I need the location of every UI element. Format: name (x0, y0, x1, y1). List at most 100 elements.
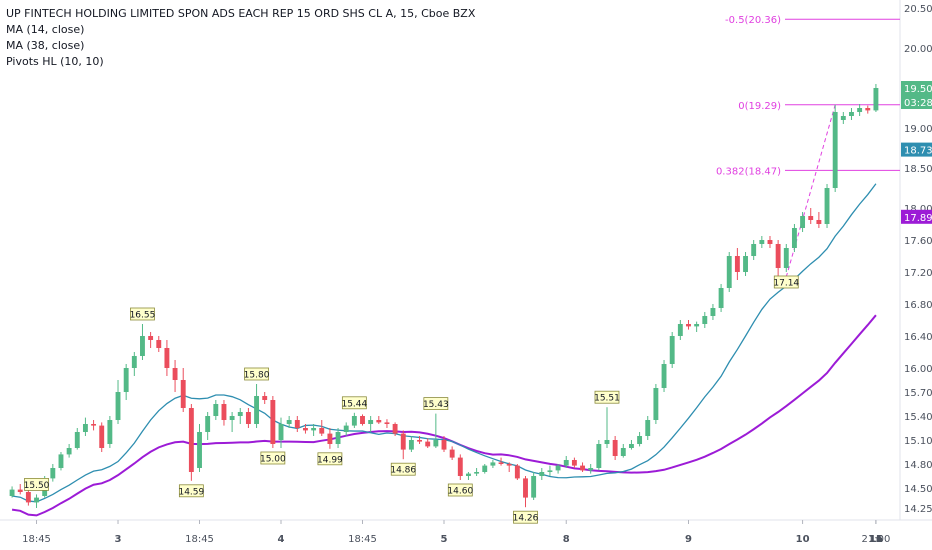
time-tick: 16 (869, 534, 883, 545)
symbol-title[interactable]: UP FINTECH HOLDING LIMITED SPON ADS EACH… (6, 7, 476, 20)
candle-body (498, 462, 504, 464)
candle-body (107, 420, 113, 444)
price-tick: 15.40 (904, 412, 932, 423)
candle (580, 462, 585, 472)
candle (254, 384, 260, 428)
candle (628, 440, 634, 450)
candle (433, 413, 439, 448)
candle-body (645, 420, 651, 436)
pivot-box (178, 484, 204, 498)
candle (531, 472, 537, 500)
candle-body (718, 288, 724, 308)
price-badges: 19.50 03:28 18.73 17.89 (901, 81, 932, 224)
candle (343, 422, 349, 436)
candle (726, 252, 732, 292)
candle (425, 438, 431, 448)
candle (237, 408, 243, 424)
candle (669, 332, 675, 368)
candle (58, 452, 64, 471)
candle (50, 464, 56, 482)
candle-body (164, 348, 170, 368)
time-tick: 5 (441, 534, 448, 545)
candle-body (408, 440, 414, 450)
candle (9, 486, 15, 498)
candle-body (140, 336, 145, 356)
candle (702, 312, 708, 328)
candle (262, 392, 268, 404)
candle (17, 484, 23, 495)
pivot-text: 15.44 (341, 399, 367, 409)
price-tick: 15.10 (904, 436, 932, 447)
candle-body (588, 468, 594, 471)
candle-body (335, 432, 341, 444)
time-tick: 3 (115, 534, 122, 545)
candle-body (743, 256, 748, 272)
candle-body (539, 472, 545, 476)
candle (514, 464, 520, 480)
candle-body (148, 336, 154, 340)
candle-body (286, 420, 292, 424)
candle (743, 252, 748, 276)
candle-body (392, 424, 398, 434)
candle (197, 424, 202, 472)
pivot-box (594, 390, 620, 404)
ma14-legend[interactable]: MA (14, close) (6, 23, 85, 36)
candle (180, 368, 186, 412)
candle (449, 446, 455, 460)
price-tick: 14.50 (904, 484, 932, 495)
fib-label: -0.5(20.36) (725, 15, 781, 26)
candle (506, 462, 512, 472)
time-tick: 11 (869, 534, 883, 545)
candle (25, 488, 31, 506)
candle (270, 396, 276, 448)
price-tick: 16.00 (904, 364, 932, 375)
price-tick: 20.00 (904, 44, 932, 55)
candle-body (425, 441, 431, 447)
candle-body (237, 412, 243, 416)
price-tick: 14.80 (904, 460, 932, 471)
candle (523, 476, 528, 508)
candle (840, 112, 846, 124)
candle (408, 436, 414, 452)
candle-body (457, 457, 463, 476)
candle (441, 436, 447, 452)
candle-body (816, 220, 822, 224)
candle-body (270, 400, 276, 444)
pivots-legend[interactable]: Pivots HL (10, 10) (6, 55, 104, 68)
candle-body (580, 465, 585, 471)
candle (482, 464, 488, 474)
price-tick: 19.00 (904, 124, 932, 135)
candle (303, 424, 308, 434)
candle (319, 420, 325, 436)
ma14-badge-bg (901, 142, 932, 157)
candle-body (82, 424, 88, 432)
candle (335, 428, 341, 448)
pivot-box (260, 451, 286, 465)
candle (107, 416, 113, 448)
candle-body (221, 404, 227, 420)
candle (555, 464, 561, 474)
time-tick: 18:45 (185, 534, 214, 545)
candle-body (188, 408, 194, 472)
candle-body (653, 388, 659, 420)
candle (286, 416, 292, 428)
candle-body (131, 356, 137, 368)
candle (563, 456, 569, 468)
ma38-legend[interactable]: MA (38, close) (6, 39, 85, 52)
candle-body (278, 424, 284, 440)
candle-body (262, 396, 268, 400)
candle (718, 284, 724, 312)
candle (66, 444, 72, 458)
candle (417, 436, 422, 444)
candle (775, 240, 781, 277)
candle-body (604, 440, 610, 444)
candle (245, 408, 251, 428)
price-tick: 15.70 (904, 388, 932, 399)
pivot-label: 14.99 (317, 452, 343, 465)
candle-body (620, 448, 626, 456)
time-tick: 10 (796, 534, 810, 545)
time-tick: 9 (685, 534, 692, 545)
candle (327, 428, 333, 449)
